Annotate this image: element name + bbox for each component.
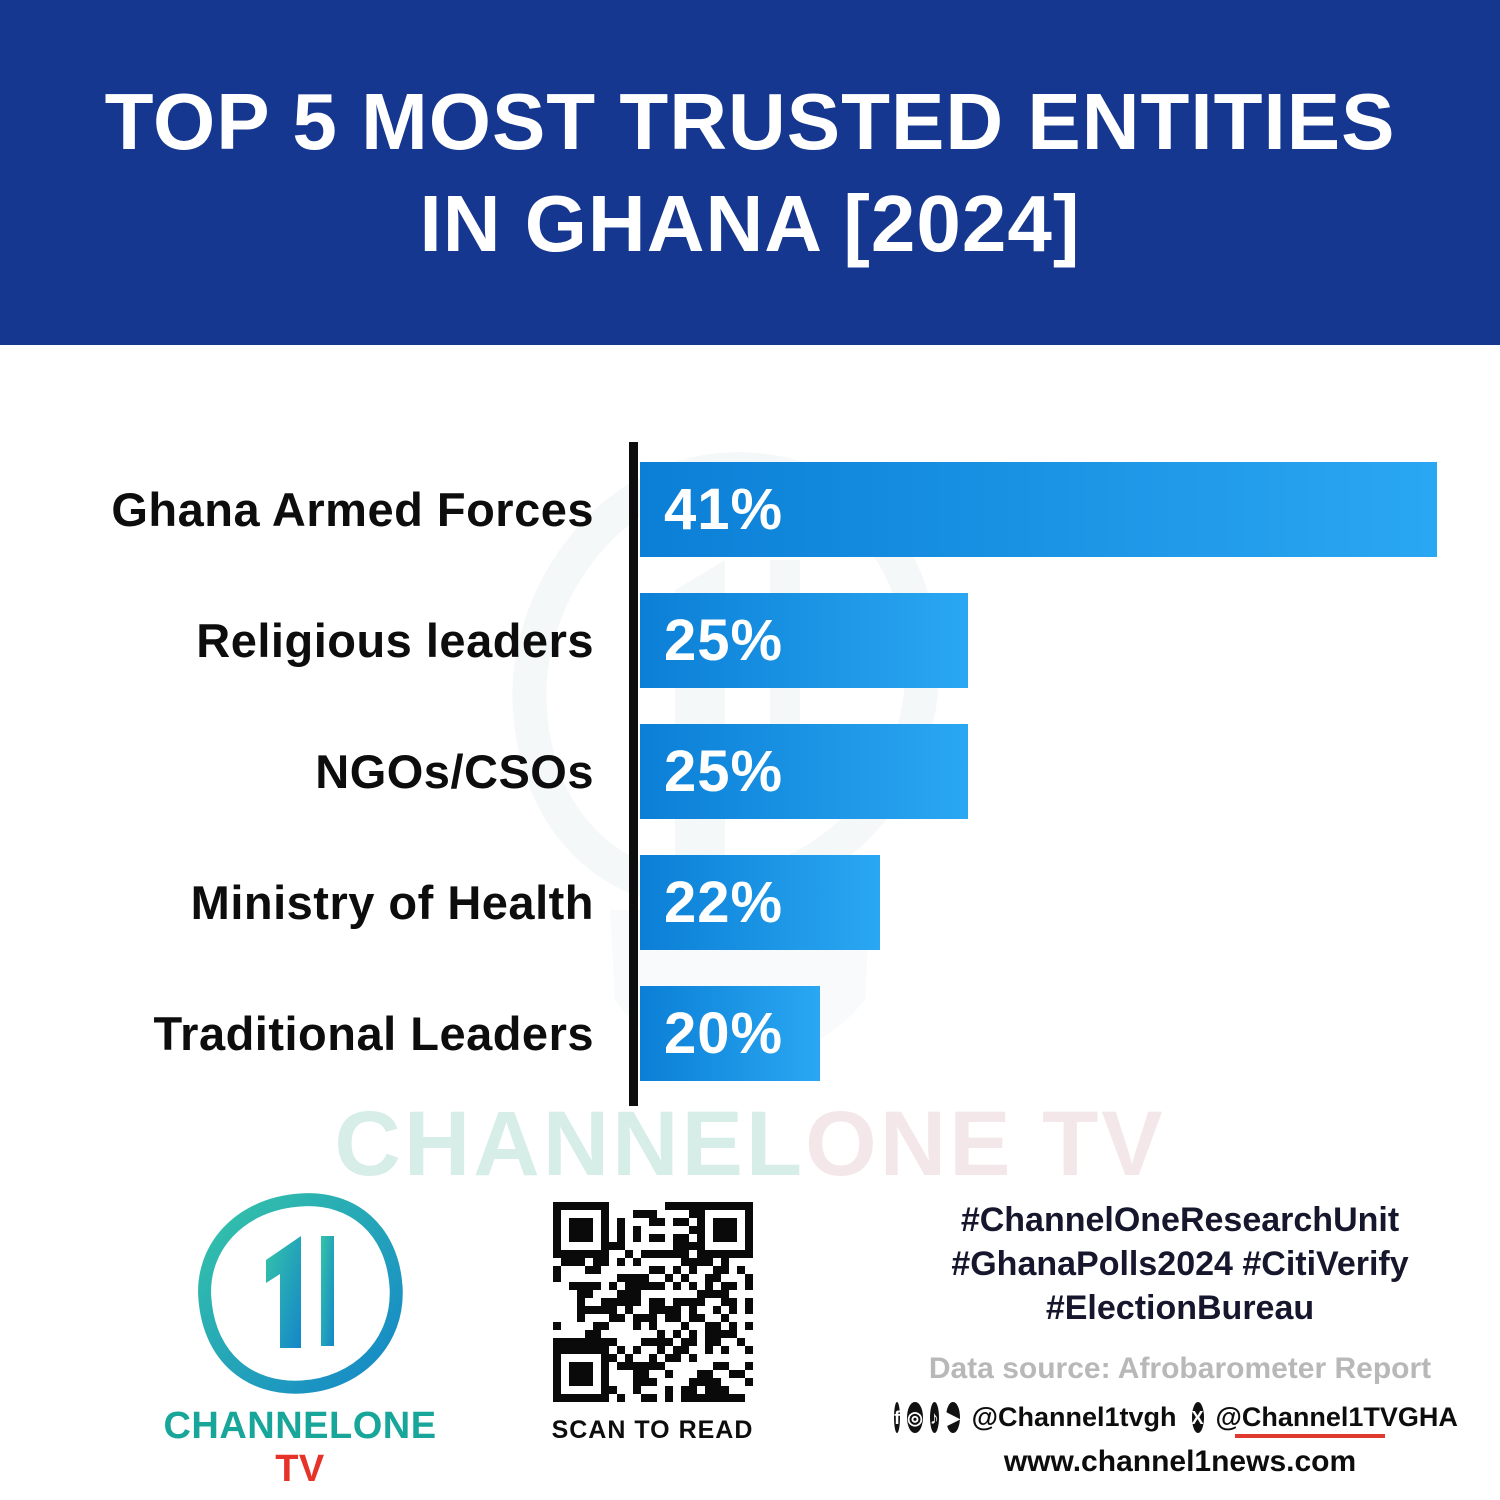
social-row: f ◎ ♪ ▶ @Channel1tvgh X @Channel1TVGHA xyxy=(894,1402,1460,1438)
page-title-line2: IN GHANA [2024] xyxy=(419,178,1081,268)
bar: 22% xyxy=(640,855,880,950)
bar-value-label: 22% xyxy=(664,870,784,935)
bar-row: Ministry of Health 22% xyxy=(0,855,1500,950)
bar-value-label: 20% xyxy=(664,1001,784,1066)
bar-value-label: 25% xyxy=(664,608,784,673)
bar: 41% xyxy=(640,462,1437,557)
hashtags-line1: #ChannelOneResearchUnit xyxy=(960,1201,1400,1239)
bar-category-label: Ghana Armed Forces xyxy=(111,483,594,536)
bar: 25% xyxy=(640,593,968,688)
qr-block: SCAN TO READ xyxy=(545,1202,760,1445)
qr-caption: SCAN TO READ xyxy=(551,1416,754,1444)
social-handle-1[interactable]: @Channel1tvgh xyxy=(971,1402,1177,1432)
watermark-text: CHANNELONE TV xyxy=(0,1092,1500,1197)
channel-one-wordmark: CHANNELONE TV xyxy=(150,1405,450,1491)
bar-row: Traditional Leaders 20% xyxy=(0,986,1500,1081)
footer-right-block: #ChannelOneResearchUnit #GhanaPolls2024 … xyxy=(894,1198,1460,1479)
facebook-icon[interactable]: f xyxy=(894,1402,901,1433)
bar-category-label: Religious leaders xyxy=(196,614,594,667)
page-title-line1: TOP 5 MOST TRUSTED ENTITIES xyxy=(104,76,1396,166)
chart-axis-line xyxy=(629,442,638,1106)
watermark-text-part2: ONE TV xyxy=(805,1093,1166,1195)
bar: 20% xyxy=(640,986,820,1081)
youtube-icon[interactable]: ▶ xyxy=(945,1402,960,1433)
bar-row: Religious leaders 25% xyxy=(0,593,1500,688)
hashtags-line3: #ElectionBureau xyxy=(1045,1289,1315,1327)
bar-row: Ghana Armed Forces 41% xyxy=(0,462,1500,557)
instagram-icon[interactable]: ◎ xyxy=(907,1402,923,1433)
watermark-text-part1: CHANNEL xyxy=(334,1093,806,1195)
tiktok-icon[interactable]: ♪ xyxy=(929,1402,939,1433)
bar: 25% xyxy=(640,724,968,819)
channel-one-logo-icon xyxy=(197,1193,403,1394)
bar-value-label: 41% xyxy=(664,477,784,542)
bar-category-label: NGOs/CSOs xyxy=(315,745,594,798)
bar-rows: Ghana Armed Forces 41% Religious leaders 25… xyxy=(0,462,1500,1117)
bar-category-label: Ministry of Health xyxy=(190,876,594,929)
x-twitter-icon[interactable]: X xyxy=(1191,1402,1204,1433)
header-band: TOP 5 MOST TRUSTED ENTITIES IN GHANA [20… xyxy=(0,0,1500,345)
qr-code xyxy=(552,1202,753,1402)
bar-chart: Ghana Armed Forces 41% Religious leaders 25… xyxy=(0,442,1500,1110)
data-source-text: Data source: Afrobarometer Report xyxy=(928,1352,1432,1385)
channel-one-logo: CHANNELONE TV xyxy=(150,1188,450,1491)
website-url[interactable]: www.channel1news.com xyxy=(1003,1445,1357,1478)
hashtags-line2: #GhanaPolls2024 #CitiVerify xyxy=(951,1245,1409,1283)
wordmark-channelone: CHANNELONE xyxy=(163,1405,437,1447)
bar-value-label: 25% xyxy=(664,739,784,804)
bar-category-label: Traditional Leaders xyxy=(153,1007,594,1060)
footer: CHANNELONE TV SCAN TO READ #ChannelOneRe… xyxy=(0,1180,1500,1500)
social-handle-2[interactable]: @Channel1TVGHA xyxy=(1215,1402,1458,1438)
wordmark-tv: TV xyxy=(275,1448,325,1490)
bar-row: NGOs/CSOs 25% xyxy=(0,724,1500,819)
